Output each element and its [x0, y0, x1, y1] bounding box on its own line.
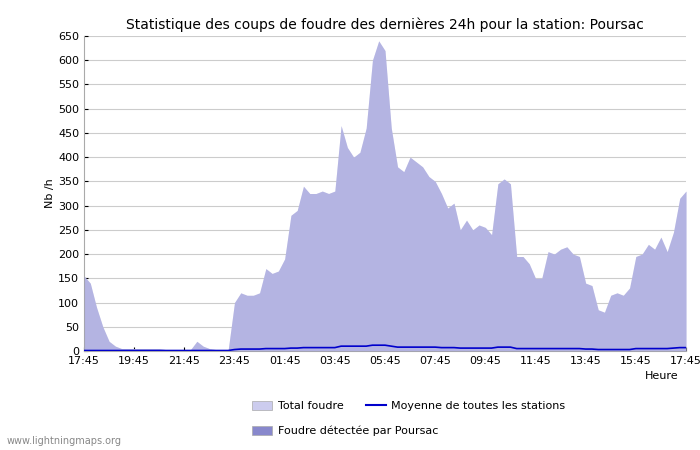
Text: www.lightningmaps.org: www.lightningmaps.org — [7, 436, 122, 446]
Legend: Foudre détectée par Poursac: Foudre détectée par Poursac — [252, 426, 438, 436]
Y-axis label: Nb /h: Nb /h — [46, 179, 55, 208]
Text: Heure: Heure — [645, 371, 679, 381]
Title: Statistique des coups de foudre des dernières 24h pour la station: Poursac: Statistique des coups de foudre des dern… — [126, 18, 644, 32]
